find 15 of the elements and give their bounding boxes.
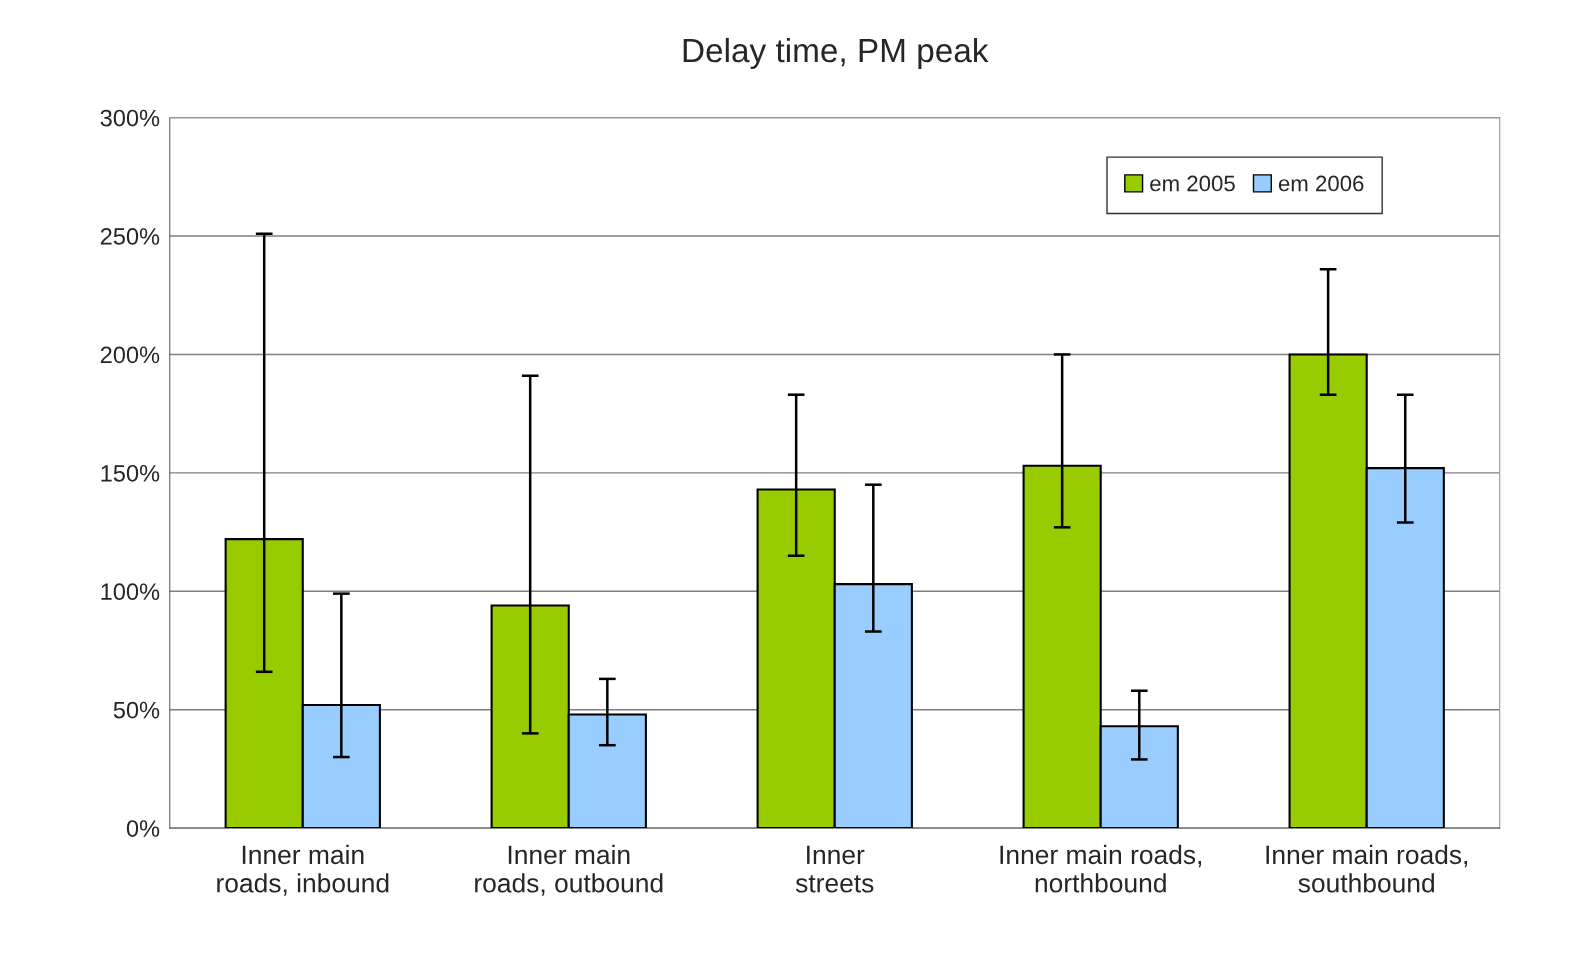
x-tick-label: Inner streets — [795, 845, 874, 893]
x-tick-label: Inner main roads, inbound — [217, 844, 389, 896]
y-tick-label: 300% — [100, 109, 160, 127]
y-tick-label: 0% — [126, 820, 160, 837]
x-tick-label: Inner main roads, southbound — [1266, 844, 1468, 893]
x-tick-label: Inner main roads, outbound — [475, 844, 663, 896]
y-tick-label: 150% — [101, 464, 160, 482]
chart-title: Delay time, PM peak — [683, 37, 989, 69]
y-tick-label: 100% — [101, 583, 160, 601]
x-tick-label: Inner main roads, northbound — [1000, 844, 1202, 893]
legend-label: em 2006 — [1278, 175, 1364, 192]
y-tick-label: 200% — [100, 346, 160, 364]
y-tick-label: 250% — [100, 228, 160, 245]
legend-label: em 2005 — [1150, 175, 1235, 192]
y-tick-label: 50% — [113, 701, 160, 719]
